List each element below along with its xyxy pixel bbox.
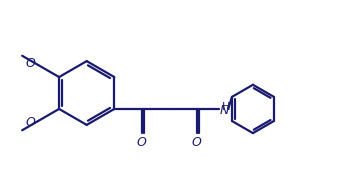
Text: O: O [137, 137, 147, 150]
Text: H: H [222, 102, 231, 112]
Text: O: O [192, 137, 202, 150]
Text: N: N [219, 104, 229, 117]
Text: O: O [26, 116, 36, 129]
Text: O: O [26, 57, 36, 70]
